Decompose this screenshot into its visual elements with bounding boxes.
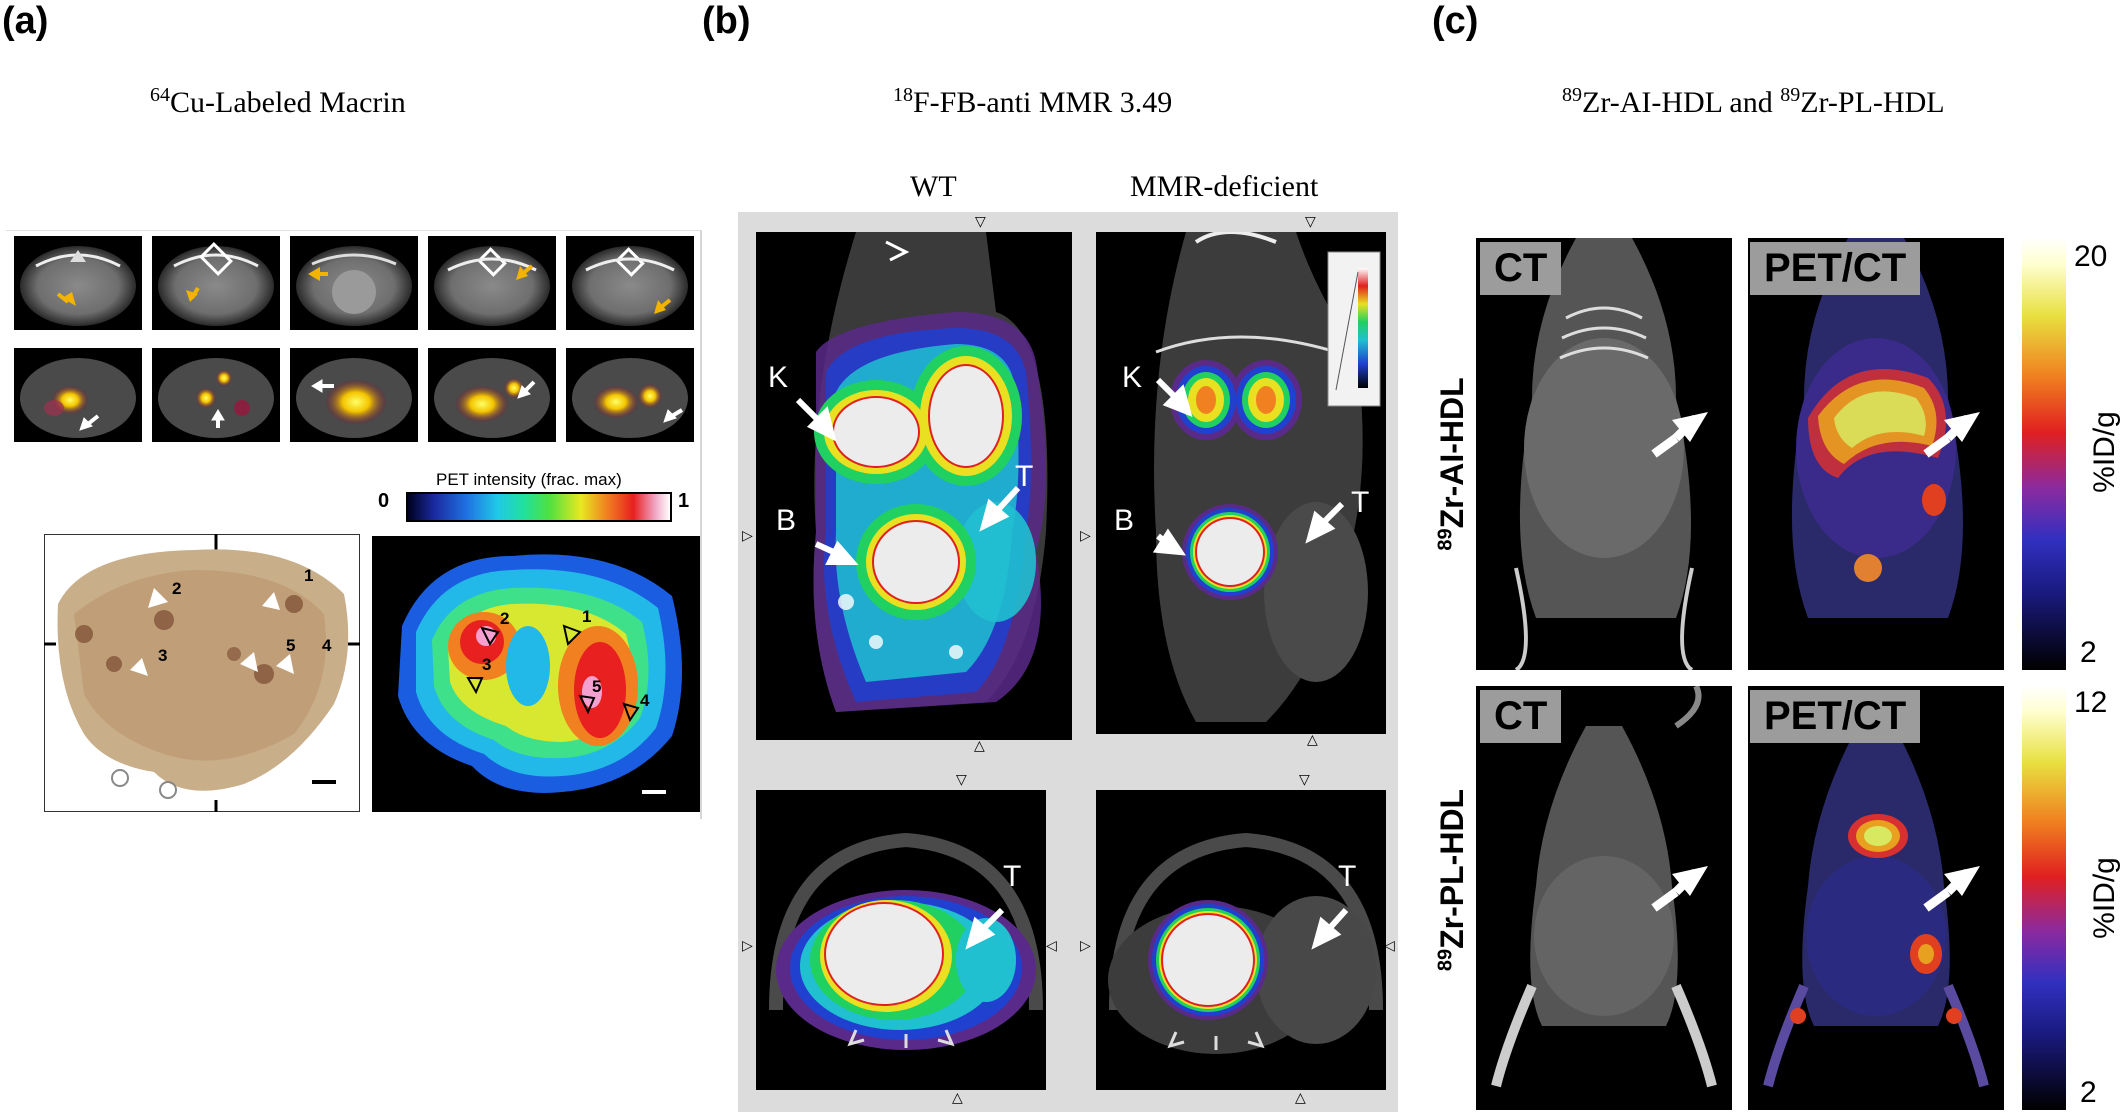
ct-row (14, 236, 694, 330)
panel-c-title-sup1: 89 (1562, 84, 1582, 106)
panel-a-title-text: Cu-Labeled Macrin (170, 86, 406, 119)
panel-c-letter: (c) (1432, 0, 1479, 42)
slice-marker-icon: ▷ (1080, 938, 1091, 954)
wt-bladder-label: B (776, 504, 797, 537)
ai-hdl-ct-label: CT (1480, 242, 1562, 295)
slice-marker-icon: ▷ (742, 528, 753, 544)
wt-axial-tumor-label: T (1003, 860, 1022, 893)
ai-hdl-colorbar-unit: %ID/g (2088, 411, 2121, 493)
ai-hdl-colorbar (2022, 238, 2066, 670)
pl-hdl-petct-image (1748, 686, 2004, 1110)
ai-hdl-petct-image (1748, 238, 2004, 670)
pet-colorbar-min: 0 (378, 490, 390, 512)
pl-hdl-ct-image (1476, 686, 1732, 1110)
panel-c-title-sup2: 89 (1780, 84, 1801, 106)
mmr-coronal-image (1096, 232, 1386, 734)
mmr-tumor-label: T (1351, 486, 1370, 519)
pl-hdl-colorbar (2022, 686, 2066, 1110)
slice-marker-icon: ▽ (975, 214, 986, 230)
row-label-pl-hdl-sup: 89 (1434, 948, 1457, 972)
liver-label-5: 5 (286, 636, 296, 655)
slice-marker-icon: △ (1295, 1090, 1306, 1106)
slice-marker-icon: ▽ (956, 772, 967, 788)
pet-colorbar-max: 1 (678, 490, 690, 512)
mmr-bladder-label: B (1114, 504, 1135, 537)
liver-pet-heatmap: 2 1 3 5 4 (372, 536, 700, 812)
panel-a-frame (6, 230, 702, 819)
svg-text:4: 4 (640, 691, 650, 710)
panel-b-title-superscript: 18 (893, 84, 913, 106)
panel-a-letter: (a) (2, 0, 49, 42)
mmr-kidney-label: K (1122, 361, 1143, 394)
ct-slice-grid (14, 236, 694, 442)
liver-label-3: 3 (158, 646, 168, 665)
panel-b-letter: (b) (702, 0, 751, 42)
liver-label-1: 1 (304, 566, 314, 585)
slice-marker-icon: ▷ (1080, 528, 1091, 544)
svg-text:5: 5 (592, 677, 601, 696)
liver-photo (44, 534, 360, 812)
panel-a-title-superscript: 64 (150, 84, 170, 106)
ai-hdl-petct-label: PET/CT (1750, 242, 1921, 295)
slice-marker-icon: △ (1307, 732, 1318, 748)
slice-marker-icon: △ (952, 1090, 963, 1106)
mmr-axial-image (1096, 790, 1386, 1090)
ai-hdl-colorbar-max: 20 (2074, 240, 2108, 273)
column-mmr-label: MMR-deficient (1130, 170, 1319, 203)
panel-a-title: 64Cu-Labeled Macrin (150, 84, 406, 120)
pet-colorbar-title: PET intensity (frac. max) (436, 470, 622, 489)
petct-row (14, 348, 694, 442)
slice-marker-icon: ▽ (1299, 772, 1310, 788)
panel-c-title-part2: Zr-PL-HDL (1800, 86, 1945, 119)
slice-marker-icon: △ (974, 738, 985, 754)
panel-c-title-part1: Zr-AI-HDL and (1582, 86, 1781, 119)
ct-arrows-yellow (56, 264, 672, 314)
ai-hdl-ct-image (1476, 238, 1732, 670)
pl-hdl-colorbar-unit: %ID/g (2088, 857, 2121, 939)
wt-tumor-label: T (1015, 460, 1034, 493)
panel-c-title: 89Zr-AI-HDL and 89Zr-PL-HDL (1562, 84, 1945, 120)
row-label-ai-hdl: 89Zr-AI-HDL (1434, 344, 1478, 584)
panel-b-title: 18F-FB-anti MMR 3.49 (893, 84, 1172, 120)
pl-hdl-colorbar-max: 12 (2074, 686, 2108, 719)
wt-kidney-label: K (768, 361, 789, 394)
panel-b-title-text: F-FB-anti MMR 3.49 (913, 86, 1173, 119)
column-wt-label: WT (910, 170, 957, 203)
row-label-pl-hdl-text: Zr-PL-HDL (1434, 788, 1470, 949)
petct-arrows-white (79, 379, 684, 431)
liver-label-2: 2 (172, 579, 182, 598)
row-label-ai-hdl-sup: 89 (1434, 528, 1457, 551)
pl-hdl-petct-label: PET/CT (1750, 690, 1921, 743)
wt-axial-image (756, 790, 1046, 1090)
pl-hdl-colorbar-min: 2 (2080, 1076, 2097, 1109)
svg-text:1: 1 (582, 607, 591, 626)
slice-marker-icon: ◁ (1046, 938, 1057, 954)
pet-colorbar (406, 492, 672, 522)
svg-text:3: 3 (482, 655, 491, 674)
ai-hdl-colorbar-min: 2 (2080, 636, 2097, 669)
liver-label-4: 4 (322, 636, 332, 655)
row-label-ai-hdl-text: Zr-AI-HDL (1434, 377, 1470, 529)
pl-hdl-ct-label: CT (1480, 690, 1562, 743)
row-label-pl-hdl: 89Zr-PL-HDL (1434, 760, 1478, 1000)
wt-coronal-image (756, 232, 1072, 740)
slice-marker-icon: ▽ (1305, 214, 1316, 230)
svg-text:2: 2 (500, 609, 509, 628)
slice-marker-icon: ▷ (742, 938, 753, 954)
mmr-axial-tumor-label: T (1338, 860, 1357, 893)
slice-marker-icon: ◁ (1384, 938, 1395, 954)
